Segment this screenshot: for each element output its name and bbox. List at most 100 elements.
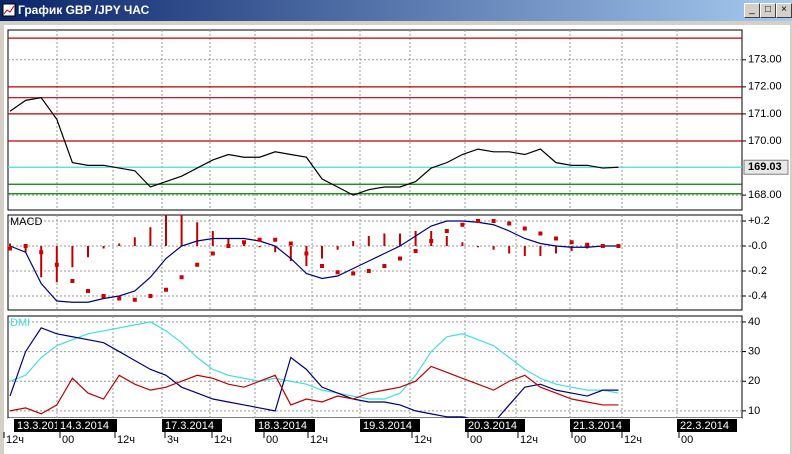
date-label: 20.3.2014 — [468, 420, 517, 432]
histogram-bar — [539, 246, 542, 256]
histogram-bar — [274, 246, 277, 253]
date-label: 17.3.2014 — [165, 420, 214, 432]
y-tick-label: 30 — [748, 345, 760, 357]
histogram-bar — [336, 246, 339, 250]
signal-dot — [86, 289, 90, 293]
histogram-bar — [414, 231, 417, 246]
last-price-label: 169.03 — [748, 161, 782, 173]
date-label-box — [570, 419, 630, 432]
hour-label: 12ч — [117, 434, 135, 446]
date-label-box — [465, 419, 525, 432]
signal-dot — [132, 297, 137, 302]
y-tick-label: -0.2 — [748, 265, 767, 277]
histogram-bar — [9, 243, 11, 246]
date-label: 18.3.2014 — [258, 420, 307, 432]
signal-dot — [476, 219, 480, 223]
histogram-bar — [118, 243, 121, 246]
signal-dot — [8, 246, 12, 251]
panel-label: DMI — [10, 317, 30, 329]
histogram-bar — [461, 242, 464, 246]
signal-dot — [273, 237, 278, 242]
histogram-bar — [305, 246, 308, 266]
date-label-box — [162, 419, 222, 432]
panel-frame — [7, 315, 743, 419]
signal-dot — [366, 269, 371, 273]
y-tick-label: 171.00 — [748, 108, 782, 120]
signal-dot — [117, 296, 122, 301]
histogram-bar — [258, 246, 261, 248]
signal-dot — [522, 226, 527, 231]
signal-dot — [179, 275, 184, 280]
date-label: 19.3.2014 — [363, 420, 412, 432]
y-tick-label: 168.00 — [748, 189, 782, 201]
series-line — [9, 220, 619, 303]
histogram-bar — [477, 246, 479, 248]
signal-dot — [195, 262, 200, 267]
signal-dot — [413, 249, 418, 253]
histogram-bar — [71, 246, 74, 268]
hour-label: 00 — [681, 434, 693, 446]
signal-dot — [335, 270, 340, 275]
date-label: 21.3.2014 — [573, 420, 622, 432]
date-label-box — [677, 419, 737, 432]
histogram-bar — [149, 227, 152, 246]
signal-dot — [257, 237, 262, 242]
signal-dot — [288, 241, 293, 246]
signal-dot — [444, 229, 449, 233]
histogram-bar — [227, 238, 230, 246]
histogram-bar — [570, 246, 573, 251]
close-button[interactable]: × — [776, 3, 792, 18]
signal-dot — [507, 221, 512, 226]
histogram-bar — [40, 246, 43, 278]
window-icon — [2, 3, 16, 17]
series-line — [9, 97, 619, 196]
last-price-box — [743, 159, 789, 175]
signal-dot — [554, 236, 558, 241]
signal-dot — [242, 240, 246, 245]
signal-dot — [23, 244, 28, 248]
histogram-bar — [445, 236, 448, 246]
histogram-bar — [196, 222, 199, 246]
signal-dot — [39, 250, 44, 255]
hour-label: 00 — [266, 434, 278, 446]
date-label-box — [57, 419, 117, 432]
signal-dot — [101, 294, 106, 298]
window-title: График GBP /JPY ЧАС — [18, 3, 150, 17]
y-tick-label: 40 — [748, 316, 760, 328]
y-tick-label: 173.00 — [748, 54, 782, 66]
y-tick-label: -0.0 — [748, 240, 767, 252]
signal-dot — [569, 240, 574, 245]
signal-dot — [351, 271, 356, 276]
y-tick-label: +0.2 — [748, 215, 770, 227]
date-label-box — [360, 419, 420, 432]
panel-frame — [7, 214, 743, 311]
signal-dot — [148, 294, 153, 298]
histogram-bar — [133, 237, 136, 246]
histogram-bar — [87, 246, 89, 258]
signal-dot — [210, 251, 215, 256]
histogram-bar — [430, 231, 433, 246]
hour-label: 12ч — [520, 434, 538, 446]
y-tick-label: 172.00 — [748, 81, 782, 93]
signal-dot — [382, 264, 387, 268]
signal-dot — [585, 242, 590, 247]
histogram-bar — [492, 246, 495, 250]
signal-dot — [70, 279, 75, 283]
hour-label: 00 — [62, 434, 74, 446]
date-label-box — [255, 419, 315, 432]
hour-label: 12ч — [310, 434, 328, 446]
date-label: 13.3.2014 — [17, 420, 66, 432]
hour-label: 00 — [574, 434, 586, 446]
hour-label: 12ч — [624, 434, 642, 446]
hour-label: 12ч — [6, 434, 24, 446]
minimize-button[interactable]: _ — [744, 3, 760, 18]
signal-dot — [304, 251, 309, 256]
series-line — [9, 365, 619, 415]
signal-dot — [538, 231, 543, 236]
signal-dot — [54, 262, 59, 267]
y-tick-label: -0.4 — [748, 290, 767, 302]
maximize-button[interactable]: □ — [760, 3, 776, 18]
y-tick-label: 10 — [748, 405, 760, 417]
title-bar: График GBP /JPY ЧАС _ □ × — [0, 0, 792, 21]
